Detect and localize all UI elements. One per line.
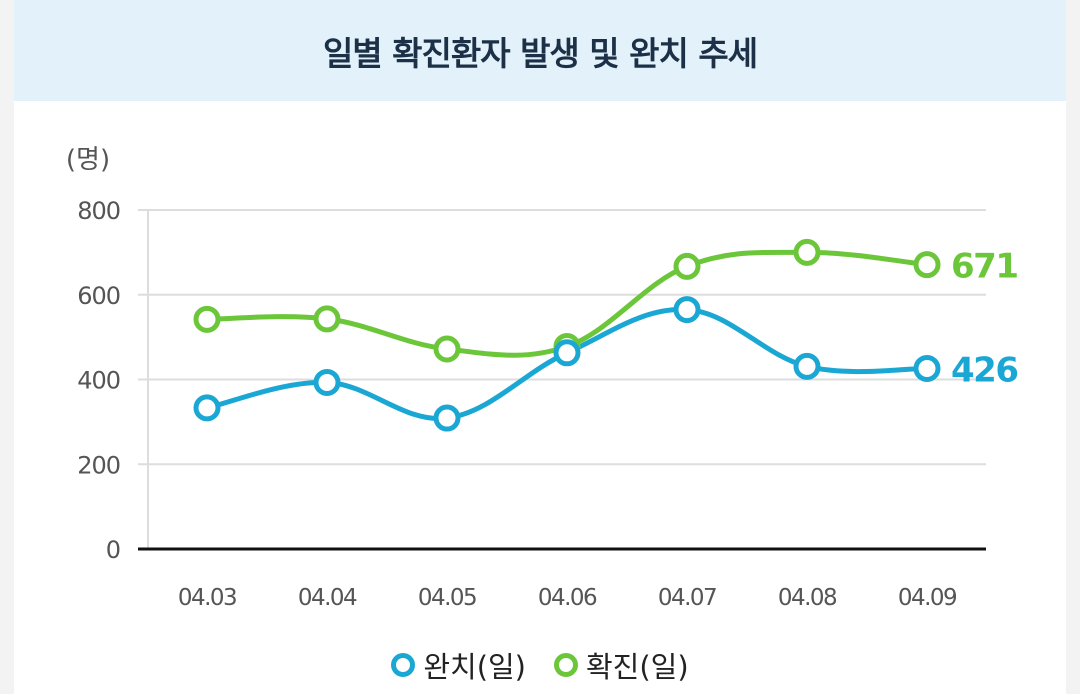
y-tick-label: 200 bbox=[77, 451, 120, 479]
y-tick-label: 600 bbox=[77, 282, 120, 310]
x-tick-label: 04.07 bbox=[658, 585, 716, 611]
data-point-confirmed bbox=[193, 305, 221, 333]
data-point-recovered bbox=[793, 352, 821, 380]
x-tick-label: 04.09 bbox=[898, 585, 957, 611]
label-layer: 671 426 bbox=[951, 247, 1019, 391]
data-point-confirmed bbox=[793, 238, 821, 266]
y-tick-label: 400 bbox=[77, 367, 120, 395]
data-point-recovered bbox=[313, 368, 341, 396]
line-chart: (명) 0 200 400 600 800 04.03 04.04 04.05 04.06 04.… bbox=[66, 145, 1019, 611]
x-tick-label: 04.08 bbox=[778, 585, 837, 611]
y-unit-label: (명) bbox=[66, 145, 110, 175]
data-point-confirmed bbox=[433, 335, 461, 363]
point-layer bbox=[193, 238, 941, 432]
data-point-recovered bbox=[673, 296, 701, 324]
data-point-recovered bbox=[913, 354, 941, 382]
legend-marker-recovered-icon bbox=[391, 653, 416, 677]
x-tick-label: 04.05 bbox=[418, 585, 476, 611]
data-point-recovered bbox=[193, 394, 221, 422]
grid-layer bbox=[148, 209, 986, 466]
end-value-label-confirmed: 671 bbox=[951, 247, 1017, 287]
y-tick-label: 800 bbox=[77, 197, 120, 225]
x-tick-label: 04.04 bbox=[298, 585, 357, 611]
data-point-confirmed bbox=[313, 305, 341, 333]
chart-card: 일별 확진환자 발생 및 완치 추세 bbox=[14, 0, 1066, 694]
title-bar: 일별 확진환자 발생 및 완치 추세 bbox=[14, 0, 1066, 101]
data-point-recovered bbox=[553, 339, 581, 367]
data-point-confirmed bbox=[673, 252, 701, 280]
x-tick-label: 04.03 bbox=[178, 585, 236, 611]
legend: 완치(일) 확진(일) bbox=[0, 640, 1080, 690]
legend-label-recovered: 완치(일) bbox=[423, 650, 526, 684]
data-point-recovered bbox=[433, 404, 461, 432]
axis-layer: 0 200 400 600 800 04.03 04.04 04.05 04.06 04.07 04… bbox=[77, 197, 986, 611]
x-tick-label: 04.06 bbox=[538, 585, 597, 611]
legend-item-confirmed[interactable]: 확진(일) bbox=[554, 644, 689, 686]
chart-title: 일별 확진환자 발생 및 완치 추세 bbox=[322, 33, 758, 73]
data-point-confirmed bbox=[913, 251, 941, 279]
y-tick-label: 0 bbox=[106, 536, 120, 564]
end-value-label-recovered: 426 bbox=[951, 350, 1017, 390]
legend-marker-confirmed-icon bbox=[554, 653, 578, 677]
legend-item-recovered[interactable]: 완치(일) bbox=[391, 644, 526, 686]
legend-label-confirmed: 확진(일) bbox=[586, 650, 689, 684]
